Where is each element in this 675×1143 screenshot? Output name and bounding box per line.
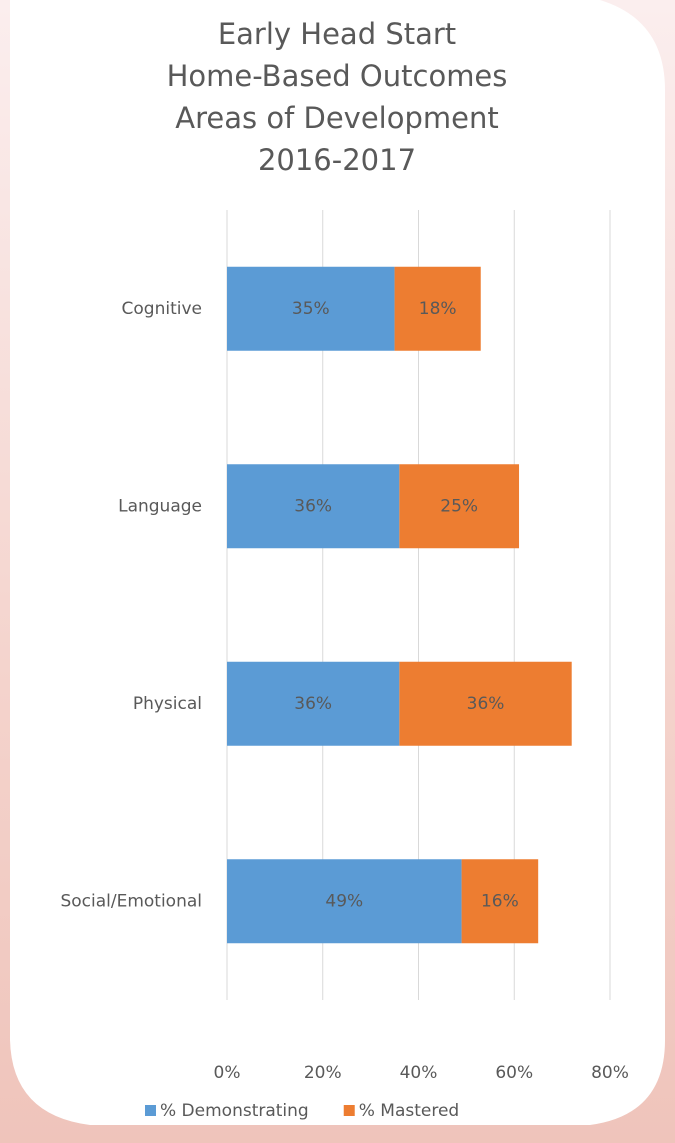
data-label: 36%: [294, 496, 332, 516]
legend-label: % Demonstrating: [160, 1101, 309, 1121]
bar-segment: [399, 464, 520, 549]
bar-segment: [227, 859, 462, 944]
chart-title: Early Head Start: [218, 17, 456, 51]
bar-segment: [394, 266, 481, 351]
legend-swatch: [343, 1105, 355, 1116]
chart-title: Home-Based Outcomes: [167, 59, 508, 93]
x-tick-label: 80%: [591, 1063, 629, 1083]
y-tick-label: Social/Emotional: [60, 891, 202, 911]
bar-segment: [227, 464, 400, 549]
chart-title: Areas of Development: [175, 101, 498, 135]
legend-label: % Mastered: [359, 1101, 460, 1121]
bar-segment: [399, 661, 572, 746]
data-label: 36%: [467, 694, 505, 714]
y-tick-label: Language: [118, 496, 202, 516]
data-label: 35%: [292, 299, 330, 319]
bar-segment: [227, 266, 395, 351]
card: [10, 0, 665, 1125]
chart-title: 2016-2017: [258, 143, 416, 177]
x-tick-label: 60%: [495, 1063, 533, 1083]
y-tick-label: Physical: [133, 694, 202, 714]
data-label: 18%: [419, 299, 457, 319]
data-label: 16%: [481, 891, 519, 911]
data-label: 25%: [440, 496, 478, 516]
data-label: 36%: [294, 694, 332, 714]
bar-segment: [461, 859, 539, 944]
bar-segment: [227, 661, 400, 746]
legend-swatch: [145, 1105, 156, 1116]
data-label: 49%: [325, 891, 363, 911]
x-tick-label: 0%: [214, 1063, 241, 1083]
y-tick-label: Cognitive: [122, 299, 202, 319]
x-tick-label: 40%: [400, 1063, 438, 1083]
x-tick-label: 20%: [304, 1063, 342, 1083]
